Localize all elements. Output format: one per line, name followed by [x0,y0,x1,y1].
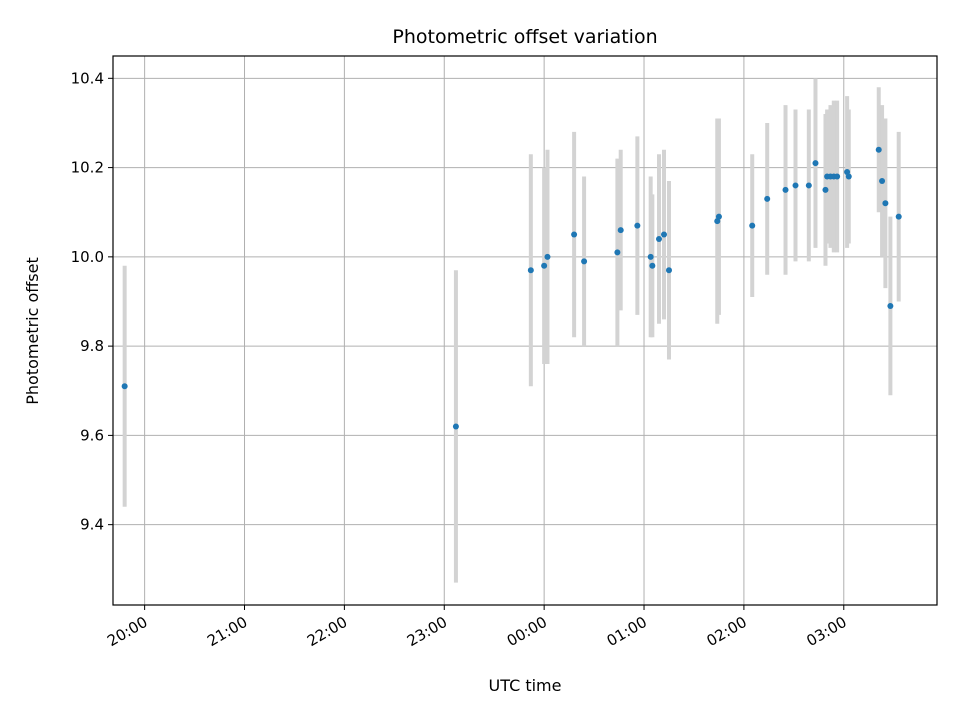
x-axis: 20:00 21:00 22:00 23:00 00:00 01:00 02:00 03:00 [104,605,850,650]
data-points [121,146,902,430]
grid [113,56,937,605]
data-point [452,423,459,430]
x-tick-label: 21:00 [204,613,250,650]
x-tick-label: 20:00 [104,613,150,650]
data-point [614,249,621,256]
data-point [895,213,902,220]
data-point [805,182,812,189]
data-point [617,227,624,234]
y-tick-label: 9.4 [80,516,104,534]
data-point [822,186,829,193]
data-point [834,173,841,180]
data-point [665,267,672,274]
error-bars [122,78,901,583]
x-tick-label: 03:00 [803,613,849,650]
x-tick-label: 22:00 [304,613,350,650]
y-tick-label: 9.6 [80,426,104,444]
x-tick-label: 00:00 [504,613,550,650]
data-point [782,186,789,193]
data-point [812,160,819,167]
data-point [792,182,799,189]
data-point [875,146,882,153]
data-point [882,200,889,207]
x-tick-label: 23:00 [404,613,450,650]
x-tick-label: 01:00 [604,613,650,650]
data-point [647,253,654,260]
data-point [879,177,886,184]
data-point [715,213,722,220]
data-point [544,253,551,260]
data-point [571,231,578,238]
y-tick-label: 9.8 [80,337,104,355]
data-point [764,195,771,202]
data-point [887,302,894,309]
y-axis-title: Photometric offset [23,257,42,405]
data-point [581,258,588,265]
data-point [541,262,548,269]
data-point [121,383,128,390]
data-point [845,173,852,180]
data-point [649,262,656,269]
data-point [660,231,667,238]
plot-frame [112,55,938,606]
data-point [634,222,641,229]
chart-title: Photometric offset variation [392,26,657,48]
y-tick-label: 10.4 [71,69,104,87]
data-point [656,236,663,242]
y-tick-label: 10.2 [71,159,104,177]
data-point [527,267,534,274]
data-point [749,222,756,229]
y-axis: 9.4 9.6 9.8 10.0 10.2 10.4 [71,69,113,534]
y-tick-label: 10.0 [71,248,104,266]
x-tick-label: 02:00 [703,613,749,650]
x-axis-title: UTC time [489,676,562,695]
